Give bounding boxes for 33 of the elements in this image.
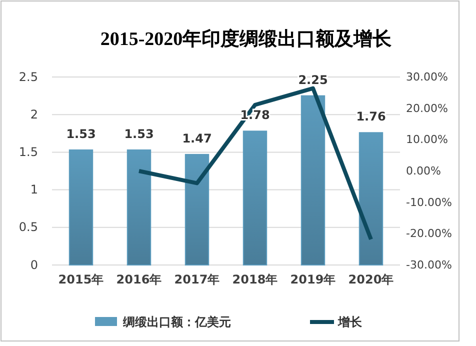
x-tick-label: 2020年 xyxy=(348,272,394,287)
y-tick-label: 0.5 xyxy=(18,220,38,234)
bar xyxy=(184,154,210,266)
y2-tick-label: 30.00% xyxy=(406,70,448,84)
y2-tick-label: -20.00% xyxy=(406,227,452,240)
bar xyxy=(68,149,94,266)
y2-tick-label: 0.00% xyxy=(406,164,441,178)
bar xyxy=(358,132,384,266)
y2-tick-label: 10.00% xyxy=(406,133,448,146)
x-tick-label: 2015年 xyxy=(58,272,104,287)
bar xyxy=(126,149,152,266)
x-tick-label: 2019年 xyxy=(290,272,336,287)
y-tick-label: 2 xyxy=(30,107,38,122)
y-tick-label: 0 xyxy=(30,258,38,272)
legend-label: 绸缎出口额：亿美元 xyxy=(122,315,231,329)
bar xyxy=(300,95,326,266)
data-label: 2.25 xyxy=(298,72,328,87)
bar xyxy=(242,130,268,266)
legend-label: 增长 xyxy=(337,315,363,329)
y2-tick-label: 20.00% xyxy=(406,102,448,115)
x-tick-label: 2018年 xyxy=(232,272,278,287)
y-tick-label: 1.5 xyxy=(18,145,38,160)
data-label: 1.53 xyxy=(66,126,96,141)
y2-tick-label: -10.00% xyxy=(406,196,452,209)
data-label: 1.53 xyxy=(124,126,154,141)
x-tick-label: 2016年 xyxy=(116,272,162,287)
y-tick-label: 2.5 xyxy=(18,70,38,84)
y2-tick-label: -30.00% xyxy=(406,258,452,272)
data-label: 1.76 xyxy=(356,110,386,124)
x-tick-label: 2017年 xyxy=(174,272,220,287)
chart-title: 2015-2020年印度绸缎出口额及增长 xyxy=(100,28,393,50)
y-tick-label: 1 xyxy=(30,182,38,197)
data-label: 1.47 xyxy=(182,131,212,146)
